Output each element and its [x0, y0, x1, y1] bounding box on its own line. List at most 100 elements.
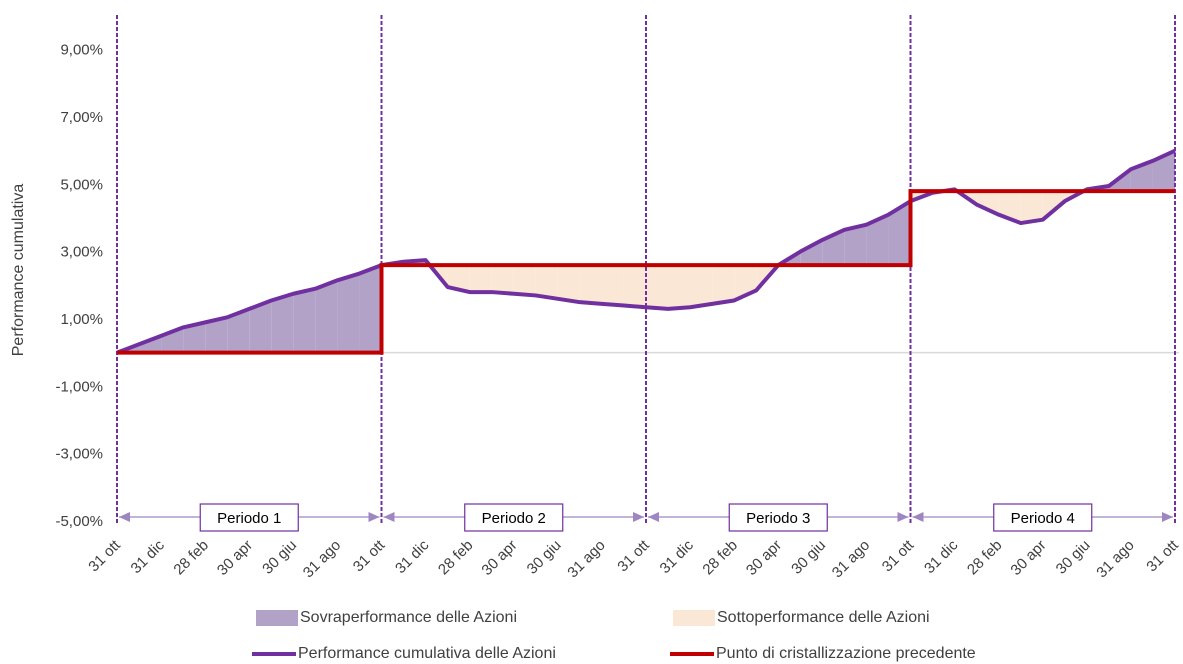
x-tick-label: 31 ott	[85, 536, 124, 575]
crystallization-point-line	[117, 189, 1175, 355]
over-performance-area	[293, 288, 316, 353]
over-performance-area	[1152, 150, 1175, 192]
x-tick-label: 28 feb	[435, 537, 477, 579]
period-label-box	[199, 503, 299, 532]
legend-label-performance: Performance cumulativa delle Azioni	[298, 645, 556, 662]
legend-item-under: Sottoperformance delle Azioni	[673, 609, 930, 627]
x-tick-label: 31 ott	[614, 536, 653, 575]
x-tick-label: 30 giu	[788, 537, 829, 578]
over-performance-area	[359, 265, 382, 353]
y-tick-label: -5,00%	[55, 513, 103, 530]
under-performance-area	[535, 265, 558, 299]
x-tick-label: 30 apr	[1007, 537, 1049, 579]
under-performance-area	[513, 265, 536, 296]
period-label: Periodo 3	[746, 510, 810, 527]
period-bracket-arrow-left	[383, 512, 395, 522]
over-performance-area	[866, 214, 889, 266]
legend-swatch-performance	[252, 652, 296, 656]
x-tick-label: 31 ott	[879, 536, 918, 575]
over-performance-area	[161, 327, 184, 353]
over-performance-area	[205, 317, 228, 353]
x-tick-label: 31 dic	[657, 536, 698, 577]
y-tick-label: -3,00%	[55, 446, 103, 463]
over-performance-area	[227, 308, 250, 353]
y-axis-ticks: -5,00% -3,00% -1,00% 1,00% 3,00% 5,00% 7,00% 9,…	[55, 42, 103, 530]
y-axis-title: Performance cumulativa	[10, 184, 27, 357]
x-tick-label: 31 ago	[829, 537, 873, 581]
legend-label-over: Sovraperformance delle Azioni	[300, 609, 518, 626]
x-tick-label: 30 apr	[214, 537, 256, 579]
y-tick-label: -1,00%	[55, 378, 103, 395]
y-tick-label: 5,00%	[60, 176, 103, 193]
period-label: Periodo 1	[217, 510, 281, 527]
x-tick-label: 31 ott	[1143, 536, 1182, 575]
performance-areas	[117, 150, 1175, 353]
period-label: Periodo 4	[1011, 510, 1075, 527]
legend-item-performance: Performance cumulativa delle Azioni	[252, 645, 556, 663]
period-bracket-arrow-right	[368, 512, 380, 522]
performance-cumulative-line	[116, 148, 1176, 355]
y-tick-label: 3,00%	[60, 244, 103, 261]
over-performance-area	[315, 280, 338, 353]
over-performance-area	[800, 239, 823, 266]
x-tick-label: 28 feb	[964, 537, 1006, 579]
under-performance-area	[601, 265, 624, 306]
under-performance-area	[579, 265, 602, 304]
x-tick-label: 31 dic	[128, 536, 169, 577]
over-performance-area	[249, 300, 272, 353]
period-bracket-arrow-left	[912, 512, 924, 522]
under-performance-area	[469, 265, 492, 293]
x-tick-label: 31 dic	[392, 536, 433, 577]
period-boundaries	[116, 15, 1176, 523]
y-tick-label: 7,00%	[60, 109, 103, 126]
period-bracket-arrow-right	[1162, 512, 1173, 522]
over-performance-area	[183, 322, 206, 353]
x-tick-label: 31 dic	[921, 536, 962, 577]
period-label: Periodo 2	[482, 510, 546, 527]
x-tick-label: 30 giu	[1053, 537, 1094, 578]
period-bracket-arrow-left	[648, 512, 659, 522]
x-axis-ticks: 31 ott 31 dic 28 feb 30 apr 30 giu 31 ago 31 o…	[85, 536, 1182, 581]
legend-swatch-over	[256, 610, 298, 626]
x-tick-label: 31 ago	[564, 537, 608, 581]
under-performance-area	[623, 265, 646, 308]
under-performance-area	[976, 191, 999, 215]
under-performance-area	[668, 265, 691, 309]
x-tick-label: 28 feb	[170, 537, 212, 579]
legend-label-crystallization: Punto di cristallizzazione precedente	[716, 645, 976, 662]
period-bracket-arrow-right	[633, 512, 644, 522]
x-tick-label: 31 ott	[350, 536, 389, 575]
over-performance-area	[888, 201, 911, 266]
over-performance-area	[271, 293, 294, 353]
legend-item-crystallization: Punto di cristallizzazione precedente	[670, 645, 976, 663]
over-performance-area	[844, 224, 867, 266]
y-tick-label: 1,00%	[60, 311, 103, 328]
x-tick-label: 30 giu	[524, 537, 565, 578]
x-tick-label: 30 apr	[743, 537, 785, 579]
period-label-box	[464, 503, 564, 532]
period-label-box	[728, 503, 828, 532]
period-label-box	[993, 503, 1093, 532]
under-performance-area	[690, 265, 713, 308]
under-performance-area	[557, 265, 580, 303]
legend-swatch-under	[673, 610, 715, 626]
legend-item-over: Sovraperformance delle Azioni	[256, 609, 517, 627]
period-bracket-arrow-left	[119, 512, 130, 522]
x-tick-label: 30 apr	[478, 537, 520, 579]
period-bracket-arrow-right	[897, 512, 909, 522]
legend-label-under: Sottoperformance delle Azioni	[717, 609, 930, 626]
under-performance-area	[447, 265, 470, 293]
under-performance-area	[646, 265, 669, 309]
x-tick-label: 28 feb	[699, 537, 741, 579]
x-tick-label: 31 ago	[1093, 537, 1137, 581]
under-performance-area	[491, 265, 514, 294]
x-tick-label: 30 giu	[259, 537, 300, 578]
legend-swatch-crystallization	[670, 652, 714, 656]
period-brackets: Periodo 1 Periodo 2 Periodo 3 Periodo 4	[119, 503, 1173, 532]
x-tick-label: 31 ago	[300, 537, 344, 581]
y-tick-label: 9,00%	[60, 42, 103, 59]
under-performance-area	[712, 265, 735, 304]
over-performance-area	[337, 273, 360, 353]
under-performance-area	[1020, 191, 1043, 224]
